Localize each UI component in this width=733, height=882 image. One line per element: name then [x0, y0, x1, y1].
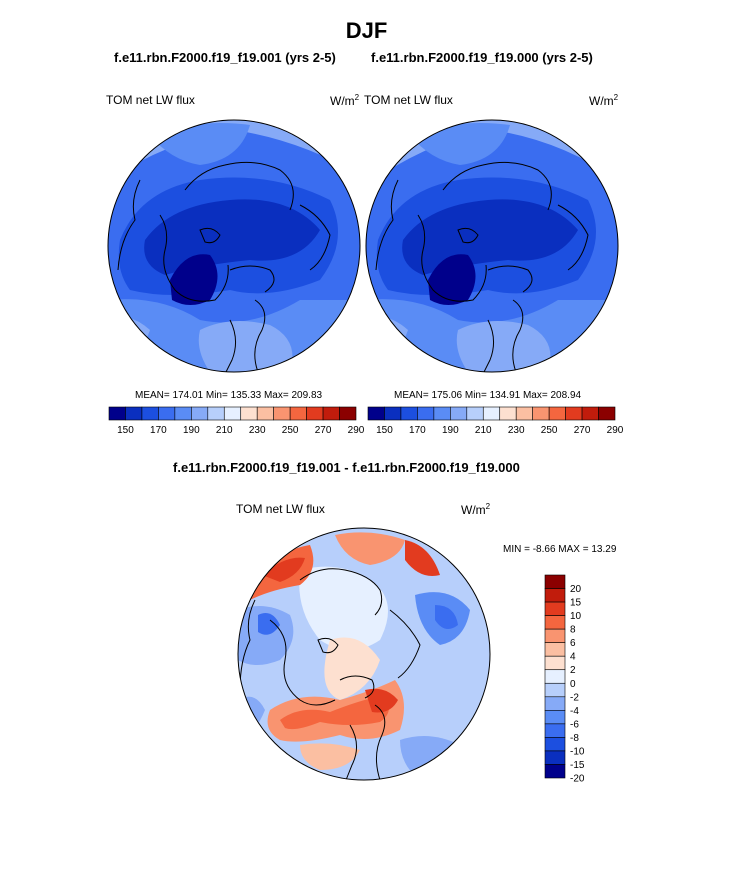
left-colorbar-swatch — [340, 407, 356, 420]
right-colorbar-tick-label: 210 — [475, 425, 492, 436]
right-panel-polar-map — [366, 120, 618, 372]
right-colorbar-tick-label: 270 — [574, 425, 591, 436]
right-colorbar-swatch — [368, 407, 384, 420]
difference-colorbar-tick-label: -6 — [570, 719, 579, 730]
difference-colorbar-tick-label: -10 — [570, 746, 585, 757]
left-colorbar-swatch — [241, 407, 257, 420]
right-colorbar-swatch — [599, 407, 615, 420]
right-colorbar-tick-label: 170 — [409, 425, 426, 436]
right-colorbar-swatch — [566, 407, 582, 420]
left-colorbar-tick-label: 150 — [117, 425, 134, 436]
difference-colorbar-swatch — [545, 616, 565, 630]
left-colorbar-swatch — [274, 407, 290, 420]
difference-colorbar-swatch — [545, 575, 565, 589]
right-colorbar-swatch — [582, 407, 598, 420]
right-colorbar-swatch — [450, 407, 466, 420]
difference-colorbar-swatch — [545, 683, 565, 697]
left-colorbar-tick-label: 170 — [150, 425, 167, 436]
difference-colorbar-swatch — [545, 697, 565, 711]
left-colorbar-tick-label: 190 — [183, 425, 200, 436]
difference-colorbar-swatch — [545, 589, 565, 603]
difference-colorbar-swatch — [545, 670, 565, 684]
right-colorbar-swatch — [533, 407, 549, 420]
difference-colorbar-tick-label: -4 — [570, 706, 579, 717]
difference-colorbar-tick-label: 6 — [570, 638, 576, 649]
right-colorbar-swatch — [483, 407, 499, 420]
left-panel-polar-map — [108, 120, 360, 372]
right-colorbar-tick-label: 230 — [508, 425, 525, 436]
difference-panel-polar-map — [238, 528, 490, 780]
right-colorbar-swatch — [549, 407, 565, 420]
right-panel-colorbar: 150 170 190 210 230 250 270 290 — [368, 407, 624, 436]
right-colorbar-tick-label: 290 — [607, 425, 624, 436]
difference-colorbar-tick-label: 10 — [570, 611, 582, 622]
difference-colorbar-tick-label: -15 — [570, 760, 585, 771]
left-colorbar-swatch — [307, 407, 323, 420]
right-colorbar-tick-label: 190 — [442, 425, 459, 436]
left-colorbar-swatch — [125, 407, 141, 420]
difference-colorbar-swatch — [545, 710, 565, 724]
difference-colorbar-swatch — [545, 751, 565, 765]
difference-colorbar-tick-label: -20 — [570, 774, 585, 785]
left-panel-colorbar: 150 170 190 210 230 250 270 290 — [109, 407, 365, 436]
left-colorbar-swatch — [175, 407, 191, 420]
left-colorbar-swatch — [257, 407, 273, 420]
left-colorbar-tick-label: 270 — [315, 425, 332, 436]
right-colorbar-swatch — [516, 407, 532, 420]
difference-colorbar-tick-label: 0 — [570, 679, 576, 690]
left-colorbar-tick-label: 210 — [216, 425, 233, 436]
left-colorbar-tick-label: 250 — [282, 425, 299, 436]
difference-colorbar-swatch — [545, 602, 565, 616]
field-region — [400, 736, 460, 780]
figure-canvas: 150 170 190 210 230 250 270 290 150 170 190 210 230… — [0, 0, 733, 882]
difference-colorbar-tick-label: 20 — [570, 584, 582, 595]
left-colorbar-swatch — [224, 407, 240, 420]
left-colorbar-swatch — [158, 407, 174, 420]
right-colorbar-tick-label: 150 — [376, 425, 393, 436]
difference-colorbar-swatch — [545, 629, 565, 643]
right-colorbar-tick-label: 250 — [541, 425, 558, 436]
right-colorbar-swatch — [384, 407, 400, 420]
difference-colorbar-tick-label: 4 — [570, 652, 576, 663]
difference-colorbar-tick-label: -2 — [570, 692, 579, 703]
left-colorbar-tick-label: 290 — [348, 425, 365, 436]
right-colorbar-swatch — [417, 407, 433, 420]
difference-colorbar-tick-label: 15 — [570, 598, 582, 609]
left-colorbar-swatch — [109, 407, 125, 420]
difference-colorbar-swatch — [545, 724, 565, 738]
right-colorbar-swatch — [467, 407, 483, 420]
difference-colorbar-swatch — [545, 737, 565, 751]
difference-colorbar-tick-label: 8 — [570, 625, 576, 636]
left-colorbar-tick-label: 230 — [249, 425, 266, 436]
left-colorbar-swatch — [208, 407, 224, 420]
difference-colorbar-swatch — [545, 643, 565, 657]
right-colorbar-swatch — [401, 407, 417, 420]
left-colorbar-swatch — [142, 407, 158, 420]
right-colorbar-swatch — [500, 407, 516, 420]
left-colorbar-swatch — [290, 407, 306, 420]
difference-colorbar-swatch — [545, 656, 565, 670]
difference-colorbar-tick-label: 2 — [570, 665, 576, 676]
left-colorbar-swatch — [323, 407, 339, 420]
left-colorbar-swatch — [191, 407, 207, 420]
difference-colorbar-tick-label: -8 — [570, 733, 579, 744]
right-colorbar-swatch — [434, 407, 450, 420]
difference-colorbar-swatch — [545, 764, 565, 778]
